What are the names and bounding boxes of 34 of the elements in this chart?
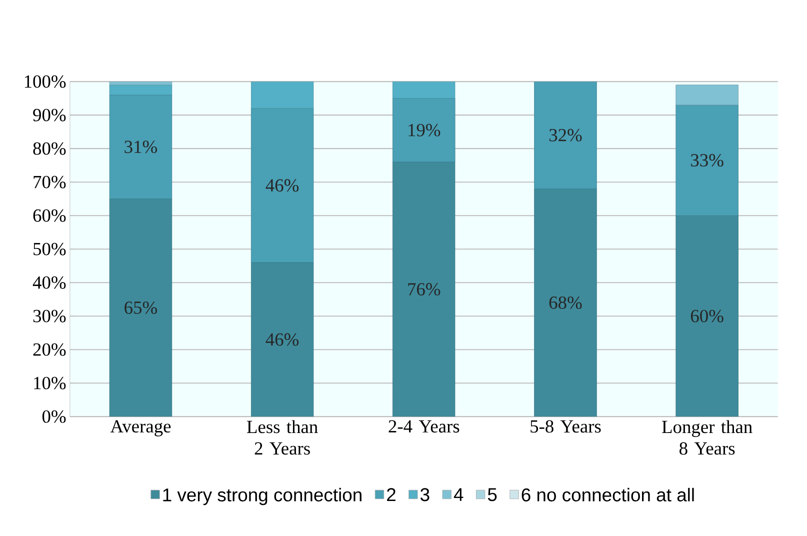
y-tick-label: 80%	[33, 142, 66, 155]
x-tick-label: 2-4 Years	[388, 420, 460, 433]
y-tick-label: 60%	[33, 209, 66, 222]
data-label: 46%	[266, 179, 299, 192]
x-tick-label: 5-8 Years	[530, 420, 601, 433]
y-tick-label: 30%	[33, 310, 66, 322]
data-label: 32%	[549, 128, 582, 142]
y-tick-label: 50%	[34, 242, 66, 256]
y-tick-label: 100%	[24, 75, 66, 88]
data-label: 76%	[408, 283, 440, 296]
y-tick-label: 0%	[42, 410, 66, 423]
data-label: 31%	[124, 140, 157, 154]
data-label: 19%	[408, 124, 440, 136]
y-tick-label: 20%	[33, 343, 66, 356]
y-tick-label: 40%	[32, 276, 66, 289]
legend-label: 6 no connection at all	[522, 488, 694, 502]
data-label: 68%	[549, 296, 582, 309]
legend-label: 3	[420, 488, 430, 502]
data-label: 65%	[124, 301, 157, 314]
bar	[109, 84, 172, 96]
legend-label: 1 very strong connection	[163, 488, 362, 506]
x-tick-label: Longer than 8 Years	[662, 420, 752, 455]
data-label: 60%	[690, 310, 724, 322]
y-tick-label: 70%	[34, 176, 66, 188]
data-label: 33%	[691, 154, 724, 167]
data-label: 46%	[266, 333, 299, 346]
y-tick-label: 90%	[33, 108, 66, 122]
bar	[676, 84, 738, 106]
legend-label: 2	[387, 488, 396, 502]
x-tick-label: Less than 2 Years	[247, 420, 318, 455]
legend-label: 5	[488, 488, 497, 502]
legend-label: 4	[454, 488, 464, 501]
x-tick-label: Average	[110, 420, 171, 436]
y-tick-label: 10%	[34, 376, 66, 390]
